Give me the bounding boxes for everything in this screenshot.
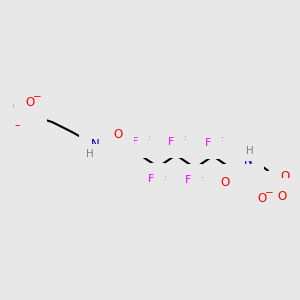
Text: O: O bbox=[113, 128, 123, 142]
Text: O: O bbox=[280, 169, 290, 182]
Text: O: O bbox=[257, 191, 267, 205]
Text: F: F bbox=[180, 136, 186, 146]
Text: F: F bbox=[168, 137, 174, 147]
Text: F: F bbox=[144, 136, 150, 146]
Text: S: S bbox=[26, 109, 34, 122]
Text: O: O bbox=[220, 176, 230, 188]
Text: N: N bbox=[244, 154, 252, 166]
Text: H: H bbox=[246, 146, 254, 156]
Text: F: F bbox=[148, 174, 154, 184]
Text: S: S bbox=[268, 184, 276, 196]
Text: O: O bbox=[26, 95, 34, 109]
Text: −: − bbox=[265, 188, 273, 198]
Text: F: F bbox=[132, 137, 138, 147]
Text: O: O bbox=[278, 190, 286, 202]
Text: O: O bbox=[12, 100, 22, 113]
Text: O: O bbox=[12, 116, 22, 128]
Text: −: − bbox=[33, 92, 41, 102]
Text: F: F bbox=[217, 137, 223, 147]
Text: F: F bbox=[185, 175, 191, 185]
Text: N: N bbox=[91, 139, 99, 152]
Text: H: H bbox=[86, 149, 94, 159]
Text: F: F bbox=[160, 176, 166, 186]
Text: F: F bbox=[197, 177, 203, 187]
Text: F: F bbox=[205, 138, 211, 148]
